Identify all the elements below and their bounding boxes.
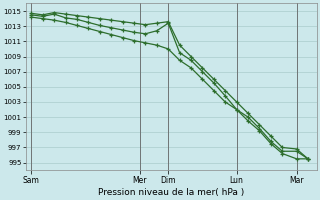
X-axis label: Pression niveau de la mer( hPa ): Pression niveau de la mer( hPa ) xyxy=(98,188,244,197)
